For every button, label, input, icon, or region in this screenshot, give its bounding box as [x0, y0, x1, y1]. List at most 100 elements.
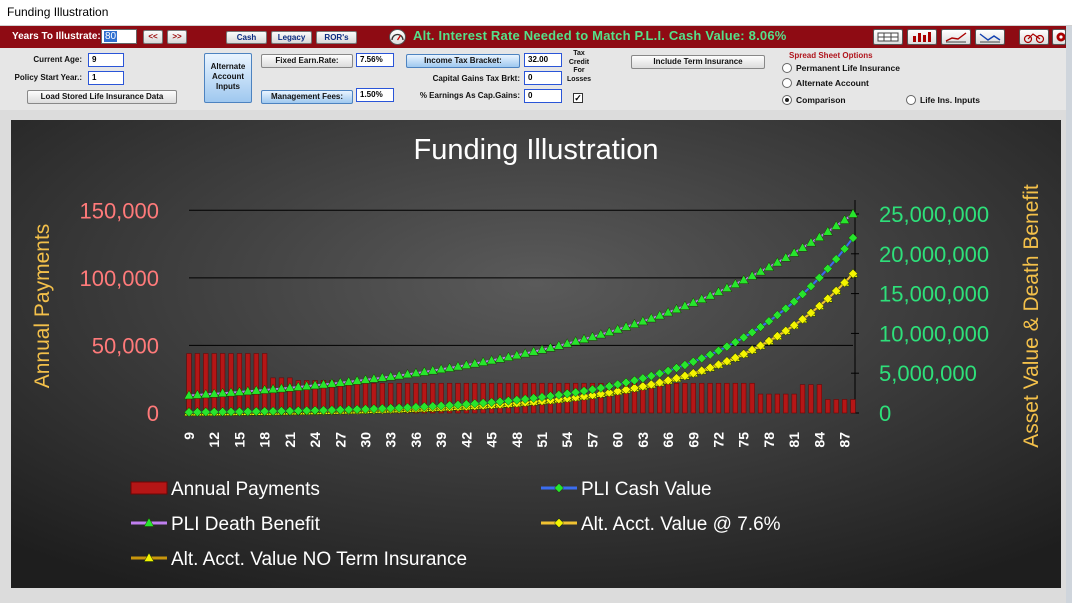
data-point-marker — [377, 403, 388, 414]
legend-entry: Alt. Acct. Value NO Term Insurance — [131, 549, 467, 570]
tax-credit-line2: Credit — [568, 58, 590, 66]
x-tick-label: 21 — [282, 432, 298, 448]
pct-earnings-field[interactable]: 0 — [524, 89, 562, 103]
data-point-marker — [461, 359, 472, 369]
fixed-earn-rate-field[interactable]: 7.56% — [356, 53, 394, 67]
bar-annual-payment — [749, 382, 755, 414]
alternate-account-inputs-button[interactable]: Alternate Account Inputs — [204, 53, 252, 103]
data-point-marker — [554, 518, 564, 528]
capital-gains-label: Capital Gains Tax Brkt: — [432, 74, 520, 83]
data-point-marker — [763, 261, 775, 271]
capital-gains-field[interactable]: 0 — [524, 71, 562, 85]
forward-button[interactable]: >> — [167, 30, 187, 44]
data-point-marker — [797, 242, 808, 252]
data-point-marker — [579, 386, 589, 396]
current-age-label: Current Age: — [33, 55, 82, 64]
toolbar: Years To Illustrate: 80 << >> Cash Legac… — [0, 26, 1066, 48]
data-point-marker — [562, 388, 573, 399]
funding-chart: Funding Illustration Annual Payments Ass… — [11, 120, 1061, 588]
data-point-marker — [721, 282, 733, 292]
data-point-marker — [528, 393, 539, 404]
radio-comparison-label: Comparison — [796, 95, 846, 105]
data-point-marker — [209, 407, 220, 417]
bar-annual-payment — [682, 382, 688, 414]
data-point-marker — [545, 391, 556, 401]
data-point-marker — [654, 377, 665, 388]
legend-entry: PLI Cash Value — [541, 479, 712, 500]
radio-alternate-account[interactable]: Alternate Account — [782, 78, 869, 88]
legend-label: Alt. Acct. Value @ 7.6% — [581, 514, 781, 535]
window-title: Funding Illustration — [7, 5, 109, 19]
load-data-button[interactable]: Load Stored Life Insurance Data — [27, 90, 177, 104]
data-point-marker — [847, 208, 859, 218]
income-tax-bracket-button[interactable]: Income Tax Bracket: — [406, 54, 520, 68]
data-point-marker — [755, 266, 766, 276]
bar-annual-payment — [699, 382, 705, 414]
back-button[interactable]: << — [143, 30, 163, 44]
left-tick-label: 150,000 — [79, 198, 159, 223]
bar-annual-payment — [715, 382, 722, 414]
management-fees-field[interactable]: 1.50% — [356, 88, 394, 102]
data-point-marker — [772, 331, 783, 341]
radio-comparison[interactable]: Comparison — [782, 95, 846, 105]
radio-life-ins-inputs[interactable]: Life Ins. Inputs — [906, 95, 980, 105]
data-point-marker — [831, 286, 842, 296]
data-point-marker — [327, 405, 337, 415]
data-point-marker — [318, 405, 329, 416]
bar-chart-icon[interactable] — [907, 29, 937, 45]
data-point-marker — [780, 303, 791, 314]
bar-annual-payment — [808, 384, 814, 414]
bar-annual-payment — [673, 382, 680, 414]
data-point-marker — [612, 386, 623, 396]
spreadsheet-icon[interactable] — [873, 29, 903, 45]
years-label: Years To Illustrate: — [12, 31, 101, 42]
comparison-chart-icon[interactable] — [975, 29, 1005, 45]
cash-button[interactable]: Cash — [226, 31, 267, 44]
data-point-marker — [848, 268, 858, 279]
x-tick-label: 51 — [534, 432, 550, 448]
policy-start-field[interactable]: 1 — [88, 71, 124, 85]
bar-annual-payment — [850, 399, 856, 414]
bar-annual-payment — [791, 393, 797, 414]
data-point-marker — [764, 336, 774, 346]
right-axis-ticks: 0 5,000,000 10,000,000 15,000,000 20,000,000… — [879, 202, 989, 426]
data-point-marker — [570, 387, 581, 398]
right-tick-label: 20,000,000 — [879, 242, 989, 267]
data-point-marker — [385, 371, 396, 381]
data-point-marker — [688, 356, 699, 367]
gauge-icon[interactable] — [389, 29, 406, 45]
data-point-marker — [537, 392, 547, 403]
data-point-marker — [587, 331, 598, 341]
chart-canvas: Funding Illustration Annual Payments Ass… — [11, 120, 1061, 588]
bicycle-icon[interactable] — [1019, 29, 1049, 45]
rors-button[interactable]: ROR's — [316, 31, 357, 44]
data-point-marker — [242, 406, 253, 417]
bar-annual-payment — [816, 384, 822, 414]
income-tax-bracket-field[interactable]: 32.00 — [524, 53, 562, 67]
current-age-field[interactable]: 9 — [88, 53, 124, 67]
bar-annual-payment — [825, 399, 831, 414]
data-point-marker — [436, 400, 447, 411]
line-chart-icon[interactable] — [941, 29, 971, 45]
radio-dot — [782, 63, 792, 73]
years-input[interactable]: 80 — [101, 29, 137, 44]
management-fees-button[interactable]: Management Fees: — [261, 90, 353, 104]
legacy-button[interactable]: Legacy — [271, 31, 312, 44]
fixed-earn-rate-button[interactable]: Fixed Earn.Rate: — [261, 54, 353, 68]
legend-label: PLI Death Benefit — [171, 514, 321, 535]
data-point-marker — [200, 407, 211, 417]
data-point-marker — [520, 394, 531, 404]
include-term-insurance-button[interactable]: Include Term Insurance — [631, 55, 765, 69]
bar-annual-payment — [228, 353, 234, 414]
radio-permanent-life[interactable]: Permanent Life Insurance — [782, 63, 900, 73]
data-point-marker — [806, 308, 816, 318]
back-label: << — [148, 32, 158, 41]
data-point-marker — [839, 277, 850, 288]
bar-annual-payment — [194, 353, 201, 414]
tax-credit-checkbox[interactable]: ✓ — [573, 93, 583, 103]
line-series — [183, 208, 859, 418]
gear-icon[interactable] — [1052, 29, 1066, 45]
left-axis-title: Annual Payments — [31, 224, 54, 389]
data-point-marker — [184, 407, 194, 418]
x-tick-label: 84 — [811, 432, 827, 448]
